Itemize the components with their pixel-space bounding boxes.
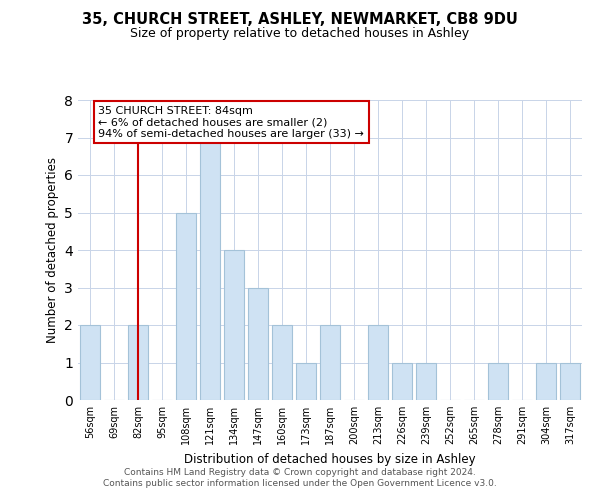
Text: 35 CHURCH STREET: 84sqm
← 6% of detached houses are smaller (2)
94% of semi-deta: 35 CHURCH STREET: 84sqm ← 6% of detached…: [98, 106, 364, 139]
Text: Size of property relative to detached houses in Ashley: Size of property relative to detached ho…: [130, 28, 470, 40]
Bar: [248, 288, 268, 400]
Bar: [296, 362, 316, 400]
Bar: [320, 325, 340, 400]
X-axis label: Distribution of detached houses by size in Ashley: Distribution of detached houses by size …: [184, 452, 476, 466]
Y-axis label: Number of detached properties: Number of detached properties: [46, 157, 59, 343]
Bar: [488, 362, 508, 400]
Bar: [368, 325, 388, 400]
Bar: [416, 362, 436, 400]
Bar: [128, 325, 148, 400]
Bar: [560, 362, 580, 400]
Bar: [224, 250, 244, 400]
Bar: [200, 138, 220, 400]
Bar: [392, 362, 412, 400]
Text: 35, CHURCH STREET, ASHLEY, NEWMARKET, CB8 9DU: 35, CHURCH STREET, ASHLEY, NEWMARKET, CB…: [82, 12, 518, 28]
Bar: [272, 325, 292, 400]
Text: Contains HM Land Registry data © Crown copyright and database right 2024.
Contai: Contains HM Land Registry data © Crown c…: [103, 468, 497, 487]
Bar: [536, 362, 556, 400]
Bar: [176, 212, 196, 400]
Bar: [80, 325, 100, 400]
